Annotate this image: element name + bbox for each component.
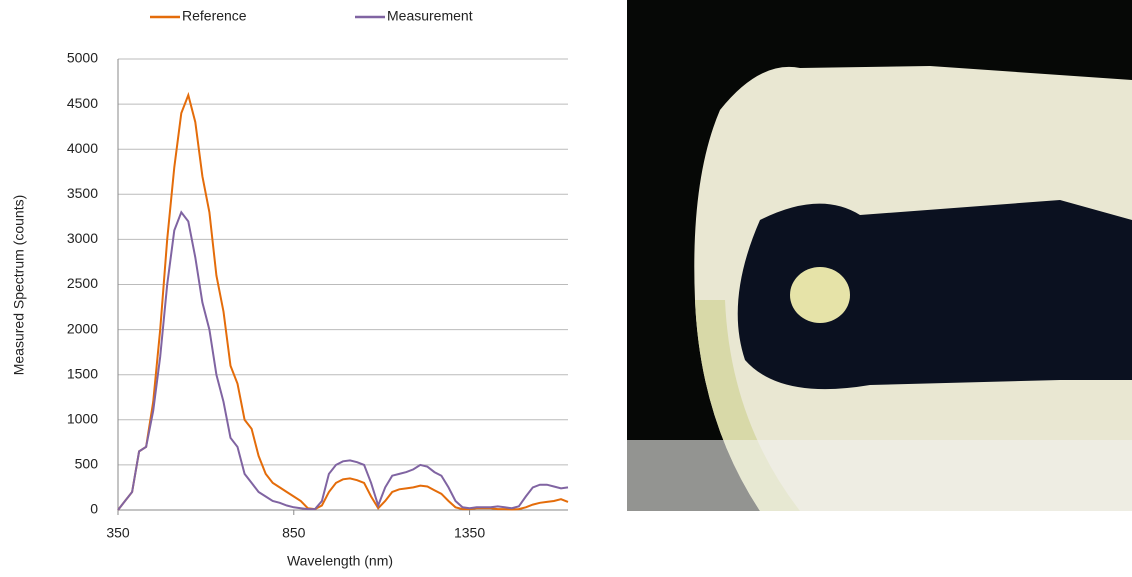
- y-tick-label: 2000: [67, 320, 98, 336]
- x-tick-label: 1350: [454, 525, 485, 541]
- y-tick-label: 5000: [67, 50, 98, 66]
- legend-label: Measurement: [387, 8, 473, 24]
- y-tick-label: 4000: [67, 140, 98, 156]
- photo-band-edge: [695, 300, 800, 511]
- y-tick-label: 2500: [67, 275, 98, 291]
- photo: [627, 0, 1132, 511]
- legend-label: Reference: [182, 8, 247, 24]
- photo-letters: [737, 200, 1132, 390]
- x-axis-label: Wavelength (nm): [287, 553, 393, 569]
- x-tick-label: 850: [282, 525, 306, 541]
- y-tick-label: 500: [75, 456, 99, 472]
- y-tick-label: 1000: [67, 411, 98, 427]
- series-line: [117, 210, 569, 511]
- photo-reflection: [627, 440, 1132, 511]
- y-tick-label: 3000: [67, 230, 98, 246]
- y-tick-label: 1500: [67, 365, 98, 381]
- y-tick-label: 3500: [67, 185, 98, 201]
- x-tick-label: 350: [106, 525, 130, 541]
- photo-letter-hole: [790, 267, 850, 323]
- y-tick-label: 0: [90, 501, 98, 517]
- series-line: [117, 91, 569, 511]
- y-tick-label: 4500: [67, 95, 98, 111]
- y-axis-label: Measured Spectrum (counts): [11, 195, 27, 376]
